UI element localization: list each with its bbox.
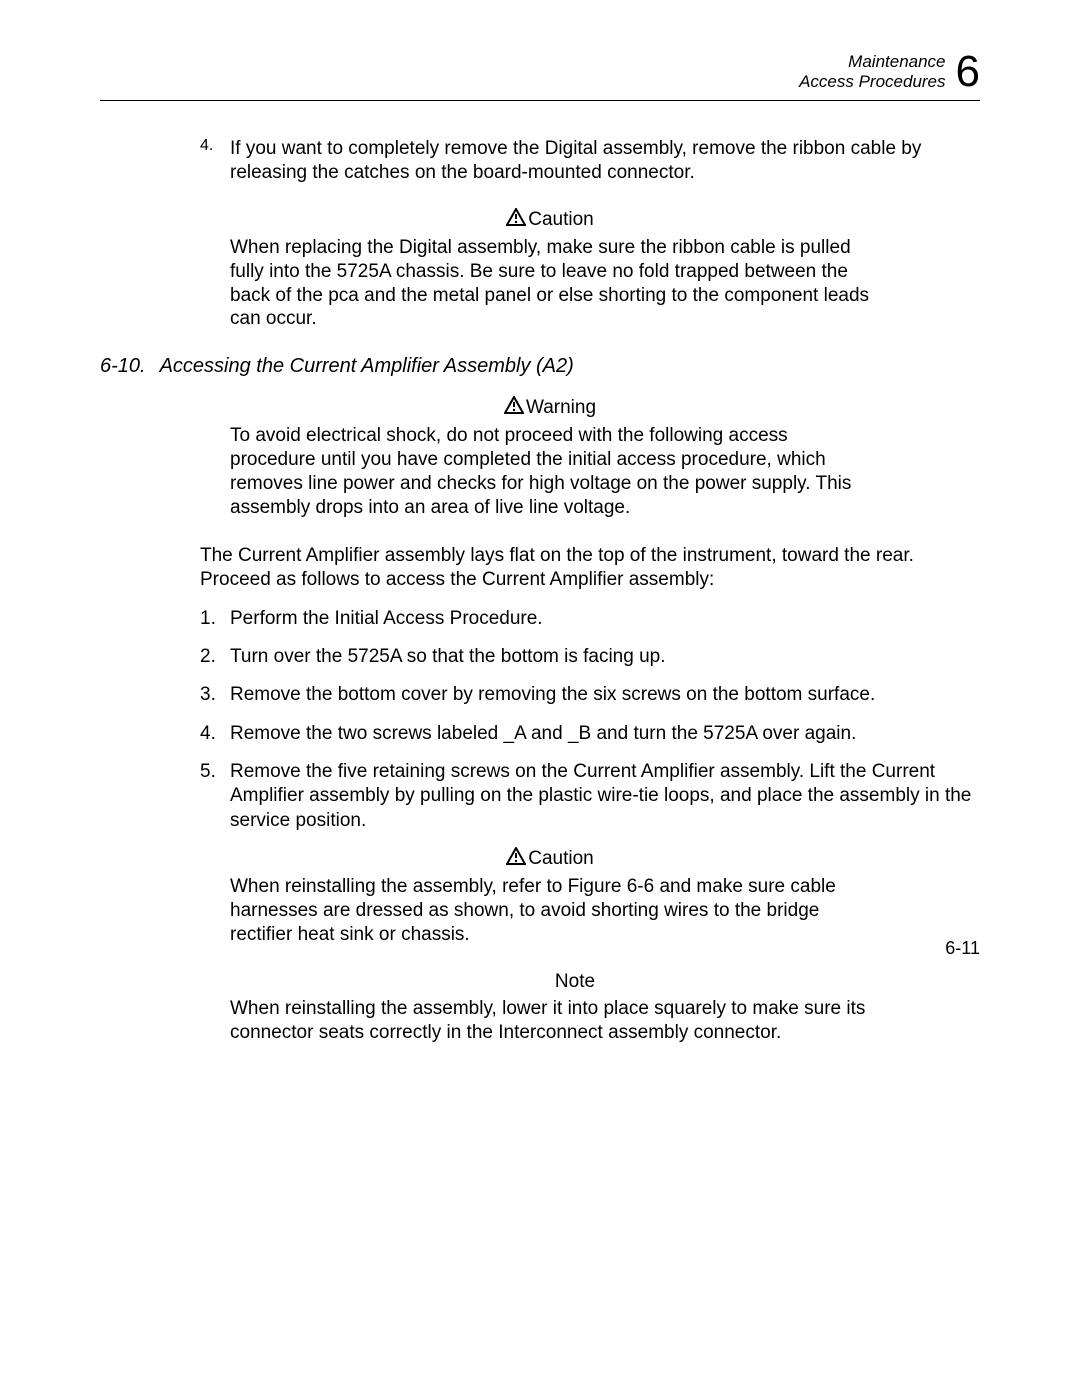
step-text: If you want to completely remove the Dig… — [230, 137, 980, 186]
step-number: 2. — [200, 645, 230, 669]
caution-block-2: Caution When reinstalling the assembly, … — [200, 847, 980, 947]
note-body: When reinstalling the assembly, lower it… — [230, 997, 920, 1045]
caution-label: Caution — [528, 848, 594, 870]
page-content: 4. If you want to completely remove the … — [100, 137, 980, 1045]
caution-block-1: Caution When replacing the Digital assem… — [200, 208, 980, 332]
warning-triangle-icon — [504, 396, 524, 420]
list-item: 1. Perform the Initial Access Procedure. — [200, 607, 980, 631]
step-4: 4. If you want to completely remove the … — [200, 137, 980, 186]
section-heading: 6-10. Accessing the Current Amplifier As… — [100, 355, 980, 378]
step-number: 5. — [200, 760, 230, 833]
list-item: 2. Turn over the 5725A so that the botto… — [200, 645, 980, 669]
step-text: Perform the Initial Access Procedure. — [230, 607, 980, 631]
warning-triangle-icon — [506, 847, 526, 871]
list-item: 3. Remove the bottom cover by removing t… — [200, 683, 980, 707]
step-number: 3. — [200, 683, 230, 707]
step-text: Turn over the 5725A so that the bottom i… — [230, 645, 980, 669]
step-text: Remove the five retaining screws on the … — [230, 760, 980, 833]
caution-title: Caution — [230, 208, 870, 232]
warning-body: To avoid electrical shock, do not procee… — [230, 424, 870, 520]
step-text: Remove the two screws labeled _A and _B … — [230, 722, 980, 746]
list-item: 5. Remove the five retaining screws on t… — [200, 760, 980, 833]
caution-body: When reinstalling the assembly, refer to… — [230, 875, 870, 947]
step-text: Remove the bottom cover by removing the … — [230, 683, 980, 707]
note-block: Note When reinstalling the assembly, low… — [200, 971, 980, 1045]
chapter-number: 6 — [956, 50, 980, 94]
step-number: 4. — [200, 722, 230, 746]
caution-label: Caution — [528, 209, 594, 231]
section-title: Accessing the Current Amplifier Assembly… — [160, 355, 574, 378]
intro-paragraph: The Current Amplifier assembly lays flat… — [200, 544, 980, 593]
warning-triangle-icon — [506, 208, 526, 232]
warning-block: Warning To avoid electrical shock, do no… — [200, 396, 980, 520]
step-number: 1. — [200, 607, 230, 631]
step-body: If you want to completely remove the Dig… — [230, 137, 980, 186]
steps-list: 1. Perform the Initial Access Procedure.… — [200, 607, 980, 833]
list-item: 4. Remove the two screws labeled _A and … — [200, 722, 980, 746]
caution-body: When replacing the Digital assembly, mak… — [230, 236, 870, 332]
note-label: Note — [230, 971, 920, 993]
warning-label: Warning — [526, 397, 596, 419]
document-page: Maintenance Access Procedures 6 4. If yo… — [0, 0, 1080, 1119]
header-text: Maintenance Access Procedures — [799, 52, 945, 93]
page-header: Maintenance Access Procedures 6 — [100, 50, 980, 101]
step-number: 4. — [200, 137, 230, 186]
warning-title: Warning — [230, 396, 870, 420]
page-number: 6-11 — [945, 938, 980, 959]
section-number: 6-10. — [100, 355, 146, 378]
header-line1: Maintenance — [799, 52, 945, 72]
header-line2: Access Procedures — [799, 72, 945, 92]
caution-title: Caution — [230, 847, 870, 871]
